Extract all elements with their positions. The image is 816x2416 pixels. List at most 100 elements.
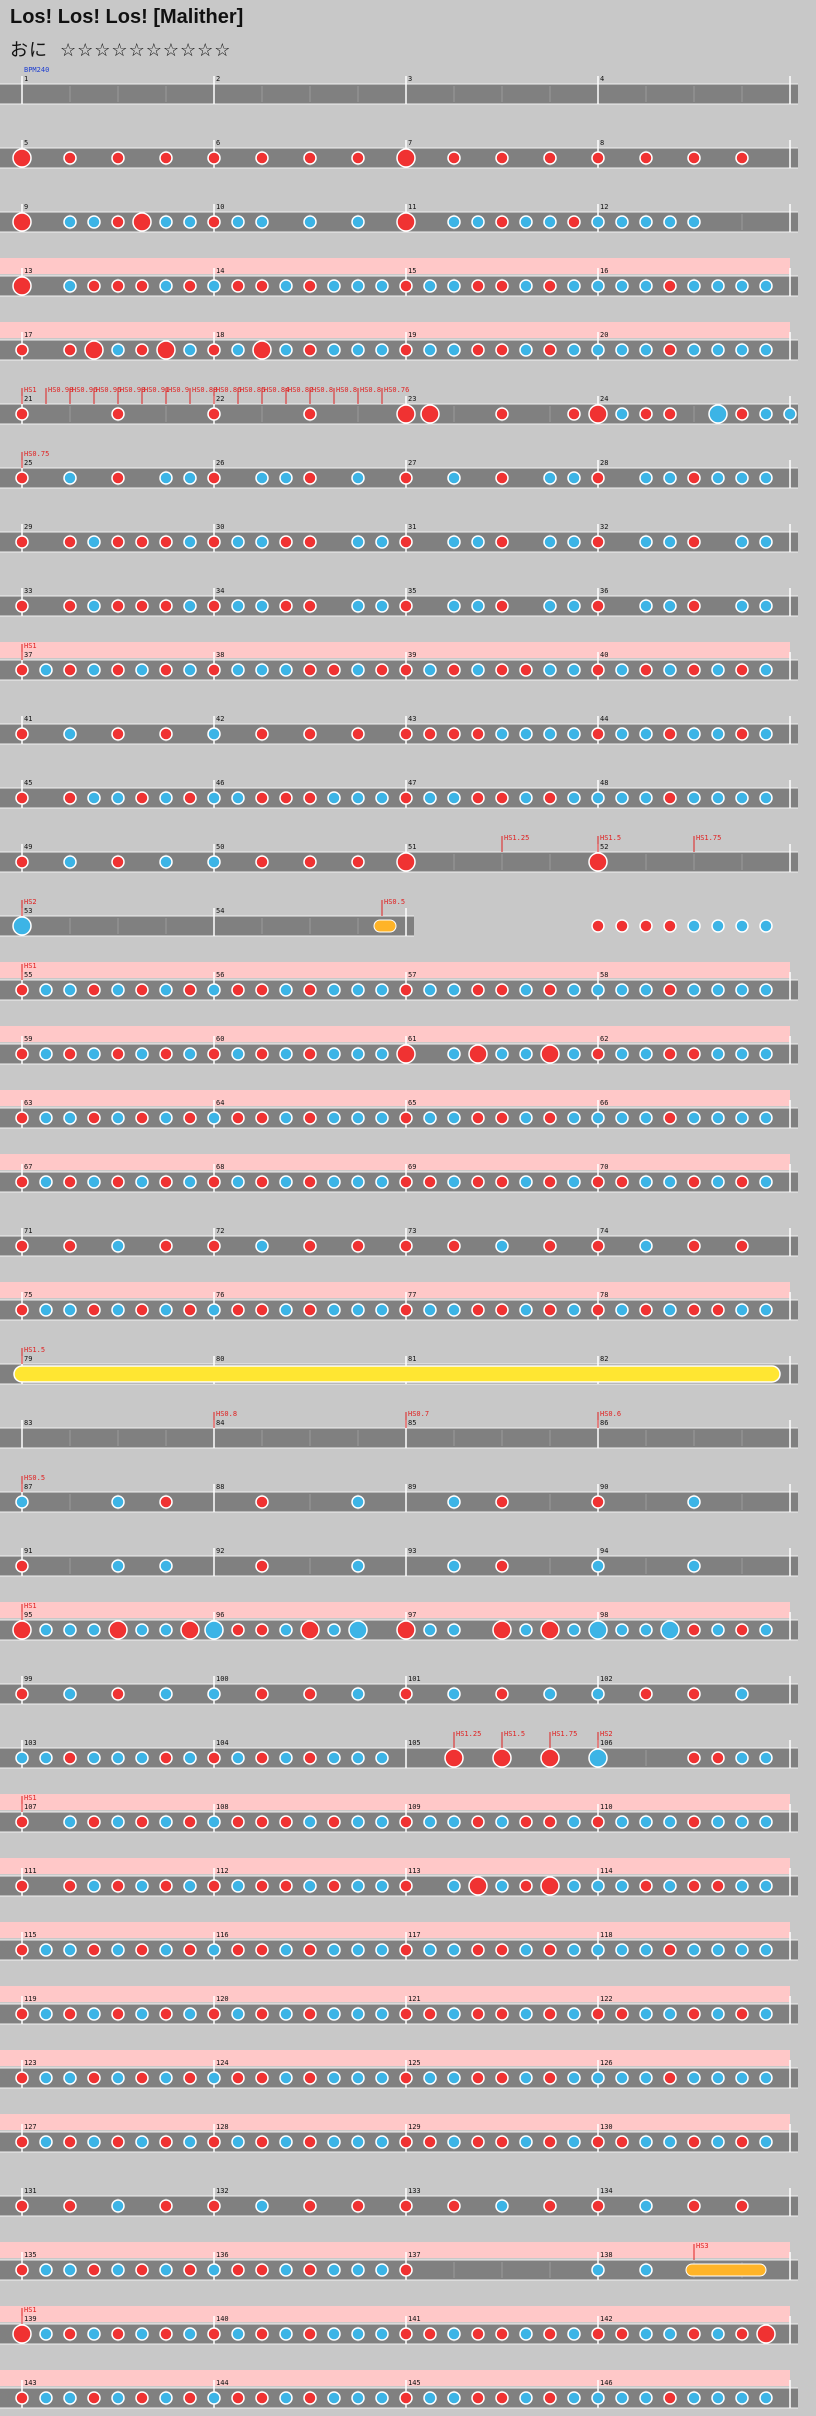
ka-note xyxy=(759,1879,773,1893)
bpm-label: BPM240 xyxy=(24,66,49,74)
ka-note xyxy=(591,1943,605,1957)
ka-note xyxy=(423,2071,437,2085)
ka-note xyxy=(519,983,533,997)
ka-note xyxy=(375,343,389,357)
ka-note xyxy=(39,983,53,997)
measure-number: 66 xyxy=(600,1099,608,1107)
don-note xyxy=(111,855,125,869)
don-note xyxy=(471,1175,485,1189)
ka-note xyxy=(735,599,749,613)
measure-number: 68 xyxy=(216,1163,224,1171)
gogo-band xyxy=(0,2306,790,2322)
ka-note xyxy=(159,1303,173,1317)
don-note xyxy=(396,212,416,232)
don-note xyxy=(207,1751,221,1765)
don-note xyxy=(63,535,77,549)
ka-note xyxy=(351,1879,365,1893)
don-note xyxy=(687,535,701,549)
don-note xyxy=(255,791,269,805)
ka-note xyxy=(591,983,605,997)
gogo-band xyxy=(0,258,790,274)
ka-note xyxy=(207,1687,221,1701)
ka-note xyxy=(135,2135,149,2149)
don-note xyxy=(303,599,317,613)
measure-number: 64 xyxy=(216,1099,224,1107)
ka-note xyxy=(519,2327,533,2341)
ka-note xyxy=(615,791,629,805)
don-note xyxy=(495,599,509,613)
ka-note xyxy=(327,1943,341,1957)
ka-note xyxy=(111,2199,125,2213)
ka-note xyxy=(447,2135,461,2149)
don-note xyxy=(495,2327,509,2341)
don-note xyxy=(135,1111,149,1125)
measure-number: 108 xyxy=(216,1803,229,1811)
don-note xyxy=(303,1687,317,1701)
ka-note xyxy=(615,279,629,293)
don-note xyxy=(303,1111,317,1125)
song-title: Los! Los! Los! [Malither] xyxy=(10,6,244,28)
don-note xyxy=(543,1111,557,1125)
don-note xyxy=(279,599,293,613)
don-note xyxy=(711,1879,725,1893)
don-note xyxy=(663,407,677,421)
measure-number: 43 xyxy=(408,715,416,723)
measure-number: 27 xyxy=(408,459,416,467)
ka-note xyxy=(567,1175,581,1189)
don-note xyxy=(735,727,749,741)
measure-number: 98 xyxy=(600,1611,608,1619)
don-note xyxy=(447,2199,461,2213)
ka-note xyxy=(519,215,533,229)
don-note xyxy=(447,727,461,741)
speed-label: HS1.5 xyxy=(600,834,621,842)
ka-note xyxy=(639,1175,653,1189)
don-note xyxy=(423,2007,437,2021)
measure-number: 22 xyxy=(216,395,224,403)
gogo-band xyxy=(0,962,790,978)
ka-note xyxy=(687,2391,701,2405)
don-note xyxy=(255,151,269,165)
gogo-band xyxy=(0,1090,790,1106)
ka-note xyxy=(639,535,653,549)
difficulty-line: おに ☆☆☆☆☆☆☆☆☆☆ xyxy=(10,36,231,62)
don-note xyxy=(111,1879,125,1893)
don-note xyxy=(255,279,269,293)
ka-note xyxy=(759,407,773,421)
ka-note xyxy=(735,343,749,357)
ka-note xyxy=(207,855,221,869)
measure-number: 71 xyxy=(24,1227,32,1235)
ka-note xyxy=(759,1815,773,1829)
don-note xyxy=(111,535,125,549)
don-note xyxy=(543,1943,557,1957)
don-note xyxy=(639,663,653,677)
speed-label: HS0.8 xyxy=(312,386,333,394)
don-note xyxy=(543,2391,557,2405)
measure-number: 38 xyxy=(216,651,224,659)
ka-note xyxy=(567,535,581,549)
ka-note xyxy=(567,2391,581,2405)
measure-number: 14 xyxy=(216,267,224,275)
ka-note xyxy=(135,1175,149,1189)
speed-label: HS0.7 xyxy=(408,1410,429,1418)
ka-note xyxy=(615,343,629,357)
ka-note xyxy=(351,2263,365,2277)
don-note xyxy=(687,151,701,165)
ka-note xyxy=(39,1751,53,1765)
measure-number: 50 xyxy=(216,843,224,851)
measure-number: 44 xyxy=(600,715,608,723)
don-note xyxy=(303,791,317,805)
don-note xyxy=(591,535,605,549)
don-note xyxy=(543,343,557,357)
ka-note xyxy=(159,983,173,997)
don-note xyxy=(111,2135,125,2149)
don-note xyxy=(159,2135,173,2149)
don-note xyxy=(396,852,416,872)
ka-note xyxy=(375,535,389,549)
don-note xyxy=(135,1943,149,1957)
ka-note xyxy=(87,1175,101,1189)
measure-number: 52 xyxy=(600,843,608,851)
don-note xyxy=(15,983,29,997)
don-note xyxy=(183,2263,197,2277)
measure-number: 42 xyxy=(216,715,224,723)
speed-label: HS2 xyxy=(24,898,37,906)
